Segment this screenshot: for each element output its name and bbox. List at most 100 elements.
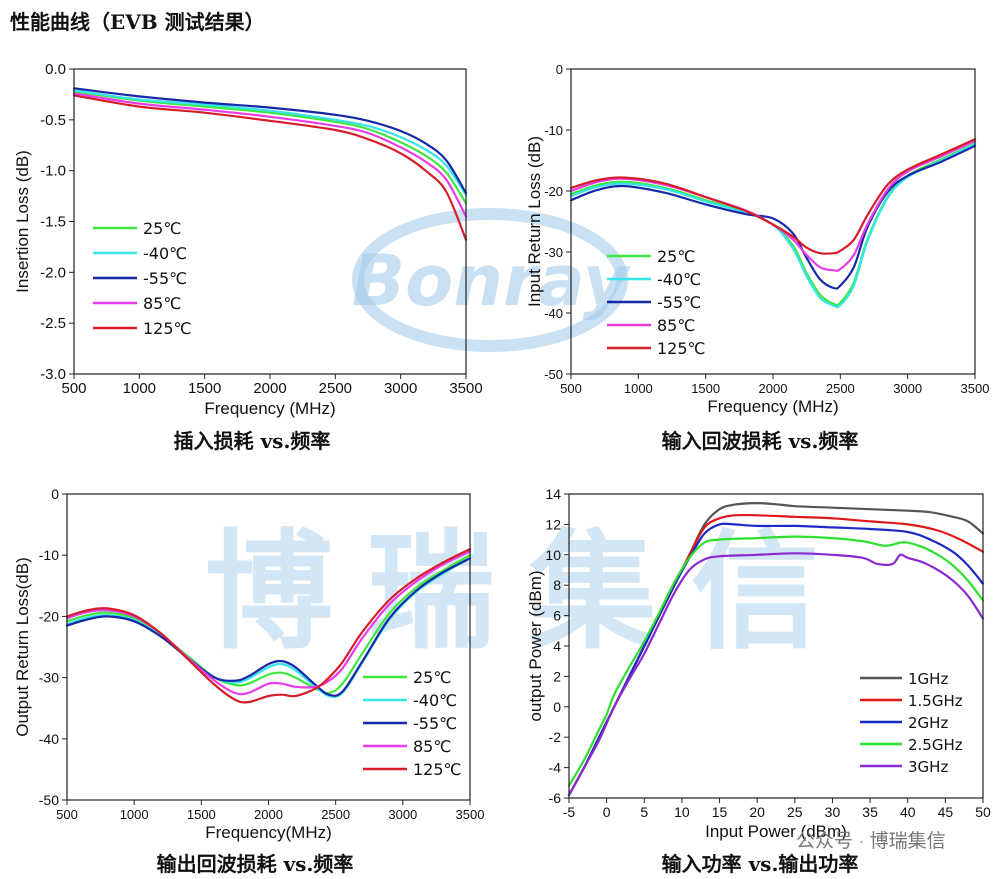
page-title: 性能曲线（EVB 测试结果）: [10, 10, 265, 34]
y-tick-label-il-4: -2.0: [40, 264, 66, 281]
y-tick-label-pout-9: 12: [545, 516, 561, 532]
y-tick-label-pout-1: -4: [549, 760, 562, 776]
series-line-irl-4: [569, 138, 977, 255]
series-line-orl-1: [65, 557, 472, 699]
x-tick-label-pout-4: 15: [712, 804, 728, 820]
x-tick-label-il-4: 2500: [319, 380, 352, 397]
x-axis-label-irl: Frequency (MHz): [707, 397, 838, 416]
y-tick-label-irl-0: 0: [556, 62, 563, 77]
x-tick-label-pout-7: 30: [825, 804, 841, 820]
x-tick-label-il-5: 3000: [384, 380, 417, 397]
y-tick-label-orl-4: -40: [39, 731, 59, 747]
x-tick-label-orl-2: 1500: [187, 807, 216, 822]
x-tick-label-orl-1: 1000: [120, 807, 149, 822]
chart-irl: 500 1000 1500 2000 2500 3000 3500 0 -10 -20 -30 -40…: [525, 62, 989, 416]
series-line-il-2: [72, 87, 468, 195]
x-tick-label-pout-9: 40: [900, 804, 916, 820]
x-axis-label-orl: Frequency(MHz): [205, 823, 332, 842]
legend-pout: 1GHz 1.5GHz 2GHz 2.5GHz 3GHz: [860, 670, 963, 776]
y-axis-label-irl: Input Return Loss (dB): [525, 136, 544, 307]
series-line-il-3: [72, 92, 468, 218]
x-axis-label-il: Frequency (MHz): [204, 399, 335, 418]
bonray-logo-watermark: Bonray: [352, 208, 630, 352]
y-tick-label-pout-3: 0: [553, 699, 561, 715]
legend-label-il-3: 85℃: [143, 294, 181, 313]
series-line-orl-4: [65, 548, 472, 704]
x-tick-label-pout-2: 5: [640, 804, 648, 820]
legend-label-pout-3: 2.5GHz: [908, 736, 963, 754]
legend-label-orl-4: 125℃: [413, 760, 462, 779]
y-tick-label-pout-7: 8: [553, 577, 561, 593]
y-tick-label-orl-3: -30: [39, 670, 59, 686]
wechat-footer-watermark: 公众号 · 博瑞集信: [796, 830, 946, 852]
x-tick-label-pout-3: 10: [674, 804, 690, 820]
x-axis-label-pout: Input Power (dBm): [705, 822, 847, 841]
y-tick-label-il-6: -3.0: [40, 366, 66, 383]
legend-label-orl-0: 25℃: [413, 668, 451, 687]
x-tick-label-il-3: 2000: [253, 380, 286, 397]
x-tick-label-il-1: 1000: [123, 380, 156, 397]
y-tick-label-irl-2: -20: [544, 184, 563, 199]
series-line-pout-2: [567, 522, 985, 797]
y-tick-label-irl-5: -50: [544, 367, 563, 382]
x-tick-label-irl-5: 3000: [893, 381, 922, 396]
legend-label-il-2: -55℃: [143, 269, 187, 288]
y-tick-label-orl-1: -10: [39, 547, 59, 563]
x-tick-label-il-2: 1500: [188, 380, 221, 397]
y-tick-label-irl-4: -40: [544, 306, 563, 321]
y-tick-label-orl-0: 0: [51, 486, 59, 502]
x-tick-label-pout-0: -5: [563, 804, 576, 820]
plot-frame-irl: [570, 68, 976, 375]
legend-label-orl-2: -55℃: [413, 714, 457, 733]
x-tick-label-irl-6: 3500: [961, 381, 990, 396]
legend-orl: 25℃ -40℃ -55℃ 85℃ 125℃: [363, 668, 462, 779]
series-line-irl-2: [569, 144, 977, 290]
x-tick-label-irl-1: 1000: [624, 381, 653, 396]
series-line-il-0: [72, 90, 468, 205]
series-line-irl-1: [569, 142, 977, 309]
x-tick-label-pout-11: 50: [975, 804, 991, 820]
x-tick-label-orl-3: 2000: [254, 807, 283, 822]
y-tick-label-irl-3: -30: [544, 245, 563, 260]
legend-label-orl-3: 85℃: [413, 737, 451, 756]
series-line-pout-4: [567, 552, 985, 797]
y-tick-label-orl-2: -20: [39, 608, 59, 624]
legend-label-irl-1: -40℃: [657, 270, 701, 289]
x-tick-label-irl-2: 1500: [691, 381, 720, 396]
legend-label-irl-3: 85℃: [657, 316, 695, 335]
y-tick-label-il-1: -0.5: [40, 112, 66, 129]
series-line-il-4: [72, 94, 468, 241]
x-tick-label-pout-5: 20: [749, 804, 765, 820]
legend-label-pout-4: 3GHz: [908, 758, 948, 776]
x-tick-label-orl-0: 500: [56, 807, 78, 822]
y-tick-label-pout-8: 10: [545, 547, 561, 563]
x-tick-label-pout-10: 45: [938, 804, 954, 820]
caption-output-return-loss: 输出回波损耗 vs.频率: [156, 852, 354, 876]
series-line-irl-3: [569, 139, 977, 272]
series-line-pout-3: [567, 535, 985, 787]
x-tick-label-irl-3: 2000: [759, 381, 788, 396]
legend-irl: 25℃ -40℃ -55℃ 85℃ 125℃: [607, 247, 706, 358]
legend-label-irl-2: -55℃: [657, 293, 701, 312]
legend-label-pout-0: 1GHz: [908, 670, 948, 688]
y-tick-label-il-5: -2.5: [40, 315, 66, 332]
caption-insertion-loss: 插入损耗 vs.频率: [173, 429, 331, 453]
bonray-logo-text: Bonray: [352, 240, 630, 322]
legend-label-pout-2: 2GHz: [908, 714, 948, 732]
legend-label-irl-0: 25℃: [657, 247, 695, 266]
chart-il: 500 1000 1500 2000 2500 3000 3500 0.0 -0.5 -1.0 -1…: [13, 61, 483, 418]
chinese-watermark-text: 博瑞集信: [205, 518, 854, 667]
x-tick-label-orl-6: 3500: [456, 807, 485, 822]
legend-label-irl-4: 125℃: [657, 339, 706, 358]
y-tick-label-pout-4: 2: [553, 668, 561, 684]
legend-label-il-1: -40℃: [143, 244, 187, 263]
y-axis-label-orl: Output Return Loss(dB): [13, 557, 32, 737]
legend-label-il-4: 125℃: [143, 319, 192, 338]
y-axis-label-pout: output Power (dBm): [526, 570, 545, 721]
x-tick-label-orl-5: 3000: [388, 807, 417, 822]
y-tick-label-il-2: -1.0: [40, 163, 66, 180]
y-tick-label-pout-6: 6: [553, 608, 561, 624]
caption-input-return-loss: 输入回波损耗 vs.频率: [661, 429, 859, 453]
y-axis-label-il: Insertion Loss (dB): [13, 150, 32, 293]
x-tick-label-pout-6: 25: [787, 804, 803, 820]
